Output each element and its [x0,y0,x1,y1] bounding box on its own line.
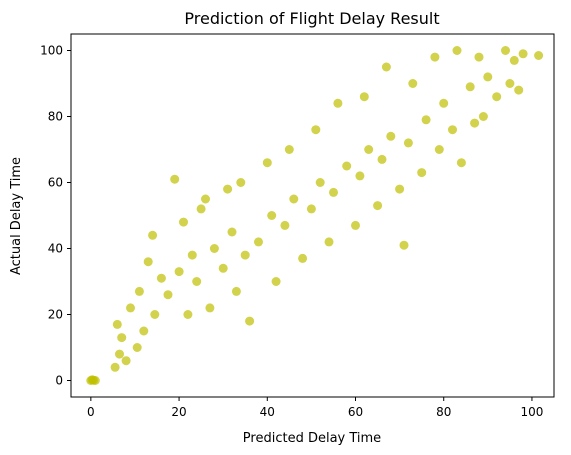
scatter-point [205,303,215,313]
scatter-point [324,237,334,247]
scatter-point [201,194,210,204]
scatter-point [240,250,250,260]
scatter-point [163,290,173,300]
scatter-point [90,376,100,385]
scatter-point [134,286,144,296]
scatter-point [456,158,466,168]
scatter-point [179,217,188,227]
scatter-point [126,303,135,313]
scatter-point [474,52,484,62]
scatter-point [121,356,131,366]
scatter-point [267,211,277,220]
scatter-point [110,362,120,372]
scatter-point [280,220,290,230]
scatter-point [271,277,281,286]
scatter-point [470,118,480,128]
scatter-point [439,98,449,108]
scatter-point [381,62,391,72]
scatter-point [132,343,142,352]
scatter-point [306,204,316,214]
scatter-point [395,184,405,194]
scatter-point [148,230,158,240]
x-axis-ticks: 0 20 40 60 80 100 [87,397,543,419]
scatter-point [223,184,233,194]
scatter-point [478,112,488,121]
scatter-point [236,178,246,187]
scatter-point [298,253,308,263]
y-axis-label: Actual Delay Time [9,157,24,275]
scatter-point [289,194,299,204]
scatter-point [342,161,352,171]
scatter-point [196,204,206,214]
scatter-point [143,257,153,267]
plot-area-frame [70,33,555,398]
scatter-point [170,174,180,184]
chart-title: Prediction of Flight Delay Result [184,9,439,28]
scatter-point [417,168,427,178]
scatter-point [254,237,263,247]
y-tick-label: 20 [48,308,63,322]
scatter-point [192,277,202,286]
scatter-point [183,310,193,319]
scatter-point [408,79,418,88]
scatter-point [139,326,149,336]
y-tick-label: 80 [48,110,63,124]
scatter-point [534,51,544,60]
scatter-points [86,46,544,385]
scatter-point [492,92,502,102]
scatter-point [112,319,122,329]
scatter-point [231,286,241,296]
scatter-point [315,178,325,187]
scatter-point [262,158,272,168]
scatter-point [329,187,338,197]
scatter-point [209,244,219,253]
scatter-point [505,79,515,88]
scatter-point [117,333,127,343]
scatter-point [421,115,431,125]
scatter-point [364,145,374,154]
x-axis-label: Predicted Delay Time [243,431,381,446]
y-tick-label: 100 [40,44,63,58]
scatter-point [465,82,475,92]
scatter-point [483,72,493,82]
scatter-point [399,240,409,250]
scatter-point [448,125,457,135]
scatter-point [150,310,160,319]
x-tick-label: 80 [436,405,451,419]
scatter-point [333,98,343,108]
scatter-point [501,46,510,55]
scatter-point [452,46,462,55]
x-tick-label: 60 [348,405,363,419]
x-tick-label: 40 [260,405,275,419]
scatter-point [373,201,383,211]
scatter-point [386,131,396,141]
scatter-point [403,138,413,148]
scatter-point [359,92,369,102]
scatter-point [430,52,440,62]
y-tick-label: 40 [48,242,63,256]
scatter-point [227,227,237,237]
scatter-point [518,49,528,59]
scatter-point [377,154,387,164]
scatter-point [156,273,166,283]
scatter-point [284,145,294,154]
scatter-point [174,267,184,277]
x-tick-label: 20 [171,405,186,419]
x-tick-label: 0 [87,405,95,419]
x-tick-label: 100 [520,405,543,419]
y-axis-ticks: 0 20 40 60 80 100 [40,44,71,388]
scatter-point [351,220,360,230]
scatter-point [218,263,228,273]
scatter-point [115,349,124,359]
scatter-point [509,55,519,65]
scatter-point [187,250,197,260]
scatter-point [245,316,255,326]
scatter-point [355,171,365,181]
y-tick-label: 0 [55,374,63,388]
y-tick-label: 60 [48,176,63,190]
scatter-point [514,85,524,95]
scatter-point [434,145,444,154]
scatter-point [311,125,321,135]
